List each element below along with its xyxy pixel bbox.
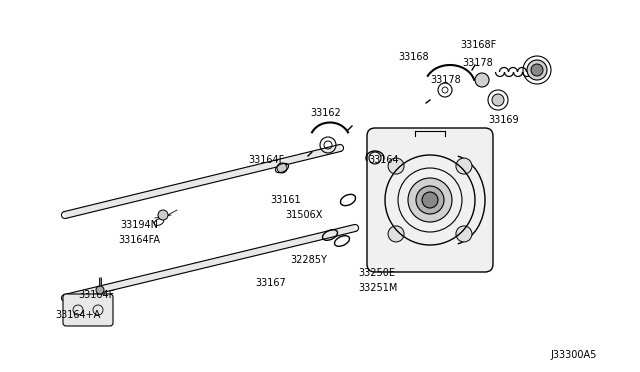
FancyBboxPatch shape — [367, 128, 493, 272]
Text: 33178: 33178 — [462, 58, 493, 68]
Circle shape — [492, 94, 504, 106]
Circle shape — [527, 60, 547, 80]
Circle shape — [158, 210, 168, 220]
Circle shape — [456, 226, 472, 242]
Circle shape — [456, 158, 472, 174]
Circle shape — [277, 163, 287, 173]
Circle shape — [422, 192, 438, 208]
Circle shape — [408, 178, 452, 222]
Text: 32285Y: 32285Y — [290, 255, 327, 265]
Circle shape — [96, 286, 104, 294]
Text: 33167: 33167 — [255, 278, 285, 288]
Text: J33300A5: J33300A5 — [550, 350, 596, 360]
Text: 33178: 33178 — [430, 75, 461, 85]
Text: 33168F: 33168F — [460, 40, 496, 50]
Circle shape — [388, 158, 404, 174]
Text: 33168: 33168 — [398, 52, 429, 62]
Text: 33194N: 33194N — [120, 220, 158, 230]
Polygon shape — [64, 145, 341, 218]
Text: 33164F: 33164F — [248, 155, 284, 165]
FancyBboxPatch shape — [63, 294, 113, 326]
Text: 33169: 33169 — [488, 115, 518, 125]
Text: 33162: 33162 — [310, 108, 340, 118]
Polygon shape — [64, 225, 356, 301]
Circle shape — [416, 186, 444, 214]
Text: 33164+A: 33164+A — [55, 310, 100, 320]
Text: 33251M: 33251M — [358, 283, 397, 293]
Text: 33161: 33161 — [270, 195, 301, 205]
Text: 33164F: 33164F — [78, 290, 115, 300]
Circle shape — [475, 73, 489, 87]
Text: 33164FA: 33164FA — [118, 235, 160, 245]
Circle shape — [531, 64, 543, 76]
Text: 31506X: 31506X — [285, 210, 323, 220]
Text: 33164: 33164 — [368, 155, 399, 165]
Circle shape — [388, 226, 404, 242]
Text: 33250E: 33250E — [358, 268, 395, 278]
